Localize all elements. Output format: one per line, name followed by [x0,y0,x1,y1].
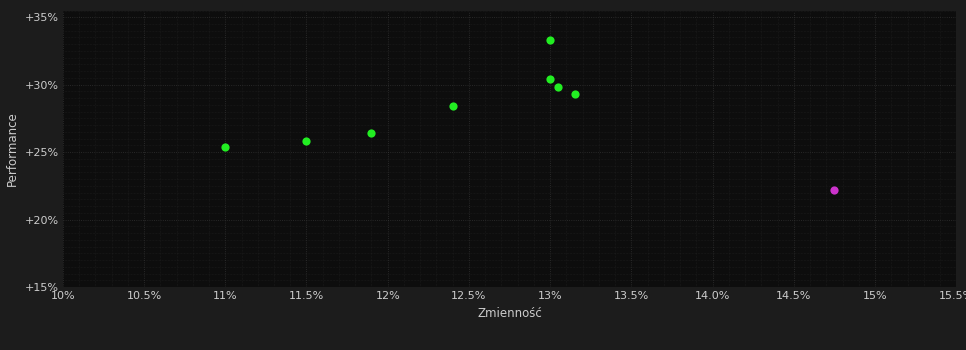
Point [445,104,461,109]
Point [551,85,566,90]
Point [567,91,582,97]
Point [543,77,558,82]
Y-axis label: Performance: Performance [6,111,19,186]
Point [217,144,233,149]
Point [543,37,558,43]
X-axis label: Zmienność: Zmienność [477,307,542,320]
Point [827,187,842,193]
Point [364,131,380,136]
Point [298,139,314,144]
